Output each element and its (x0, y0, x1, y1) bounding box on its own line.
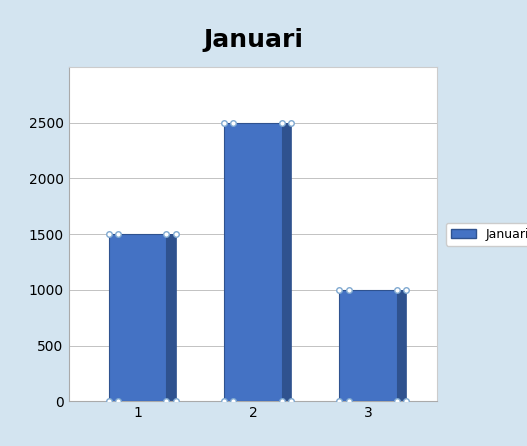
Bar (167, 234, 175, 401)
Bar (397, 290, 406, 401)
Bar (109, 234, 167, 401)
Bar (282, 123, 291, 401)
Title: Januari: Januari (203, 29, 303, 53)
Bar (224, 123, 282, 401)
Bar (339, 290, 397, 401)
Legend: Januari: Januari (446, 223, 527, 246)
